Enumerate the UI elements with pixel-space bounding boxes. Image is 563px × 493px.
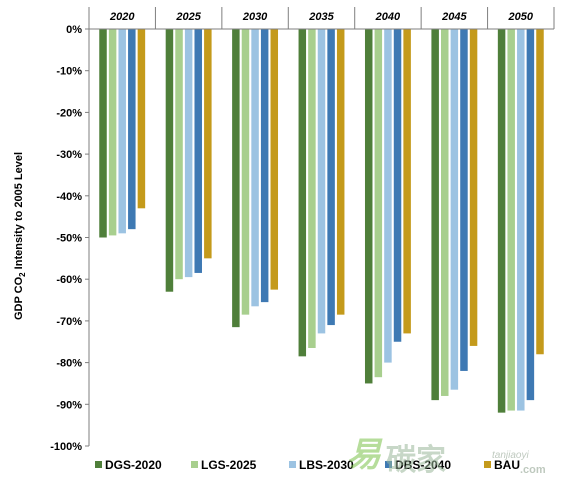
watermark: 易 碳家 tanjiaoyi .com xyxy=(347,436,546,477)
legend-swatch-lgs-2025 xyxy=(191,461,198,468)
bar-dbs-2040-2040 xyxy=(393,29,402,342)
bar-bau-2040 xyxy=(403,29,411,334)
y-tick-label: -50% xyxy=(56,233,82,245)
y-tick-label: -40% xyxy=(56,191,82,203)
y-tick-labels: 0% -10% -20% -30% -40% -50% -60% -70% -80% -90% -1… xyxy=(50,24,82,453)
bar-dgs-2020-2030 xyxy=(232,29,240,328)
bar-lgs-2025-2040 xyxy=(374,29,383,378)
legend-label-dgs-2020: DGS-2020 xyxy=(105,458,162,472)
category-label-2040: 2040 xyxy=(375,11,401,23)
bar-bau-2050 xyxy=(536,29,544,355)
watermark-glyph-2: 碳家 xyxy=(386,444,446,477)
bar-bau-2020 xyxy=(137,29,146,209)
legend-label-bau: BAU xyxy=(494,458,520,472)
category-label-2025: 2025 xyxy=(175,11,201,23)
bar-dgs-2020-2050 xyxy=(497,29,506,413)
legend-label-lbs-2030: LBS-2030 xyxy=(299,458,354,472)
axes-layer xyxy=(85,7,555,447)
legend-swatch-dgs-2020 xyxy=(95,461,102,468)
bar-bau-2030 xyxy=(270,29,279,290)
y-axis-title: GDP CO2 Intensity to 2005 Level xyxy=(13,152,27,320)
bars-layer xyxy=(99,29,544,413)
bar-dgs-2020-2040 xyxy=(364,29,373,384)
category-label-2020: 2020 xyxy=(109,11,135,23)
legend-swatch-dbs-2040 xyxy=(385,461,392,468)
bar-dgs-2020-2025 xyxy=(165,29,174,292)
category-label-2030: 2030 xyxy=(242,11,268,23)
bar-lbs-2030-2040 xyxy=(384,29,392,363)
bar-lbs-2030-2025 xyxy=(184,29,193,278)
y-tick-label: -60% xyxy=(56,274,82,286)
y-tick-label: -90% xyxy=(56,399,82,411)
bar-lbs-2030-2020 xyxy=(118,29,126,234)
bar-bau-2035 xyxy=(336,29,345,315)
bar-bau-2025 xyxy=(204,29,212,259)
watermark-glyph-1: 易 xyxy=(347,436,383,474)
bar-dbs-2040-2045 xyxy=(460,29,468,371)
y-tick-label: -80% xyxy=(56,358,82,370)
y-tick-label: -10% xyxy=(56,66,82,78)
bar-lgs-2025-2025 xyxy=(175,29,183,280)
bar-lbs-2030-2035 xyxy=(317,29,326,334)
legend: DGS-2020 LGS-2025 LBS-2030 DBS-2040 BAU xyxy=(95,458,520,472)
watermark-domain: .com xyxy=(520,464,546,476)
category-label-2035: 2035 xyxy=(308,11,334,23)
bar-dgs-2020-2020 xyxy=(99,29,107,238)
bar-lgs-2025-2035 xyxy=(308,29,316,348)
category-label-2045: 2045 xyxy=(441,11,467,23)
category-label-2050: 2050 xyxy=(508,11,534,23)
bar-dbs-2040-2050 xyxy=(526,29,535,401)
bar-lgs-2025-2030 xyxy=(241,29,250,315)
bar-lbs-2030-2045 xyxy=(450,29,459,390)
legend-label-lgs-2025: LGS-2025 xyxy=(201,458,257,472)
y-tick-label: 0% xyxy=(66,24,82,36)
bar-dbs-2040-2020 xyxy=(128,29,136,230)
bar-dbs-2040-2025 xyxy=(194,29,202,273)
bar-dgs-2020-2045 xyxy=(431,29,439,401)
bar-lgs-2025-2050 xyxy=(507,29,515,411)
bar-dgs-2020-2035 xyxy=(298,29,307,357)
legend-label-dbs-2040: DBS-2040 xyxy=(395,458,451,472)
y-tick-label: -70% xyxy=(56,316,82,328)
bar-lgs-2025-2045 xyxy=(441,29,449,396)
y-tick-label: -20% xyxy=(56,107,82,119)
watermark-latin: tanjiaoyi xyxy=(492,450,529,461)
y-tick-label: -100% xyxy=(50,441,82,453)
bar-dbs-2040-2030 xyxy=(260,29,269,303)
bar-lbs-2030-2050 xyxy=(517,29,525,411)
y-tick-label: -30% xyxy=(56,149,82,161)
bar-bau-2045 xyxy=(469,29,478,346)
legend-swatch-bau xyxy=(484,461,491,468)
bar-dbs-2040-2035 xyxy=(327,29,335,326)
legend-swatch-lbs-2030 xyxy=(289,461,296,468)
category-labels: 2020 2025 2030 2035 2040 2045 2050 xyxy=(109,11,534,23)
bar-lgs-2025-2020 xyxy=(108,29,117,236)
bar-lbs-2030-2030 xyxy=(251,29,259,307)
